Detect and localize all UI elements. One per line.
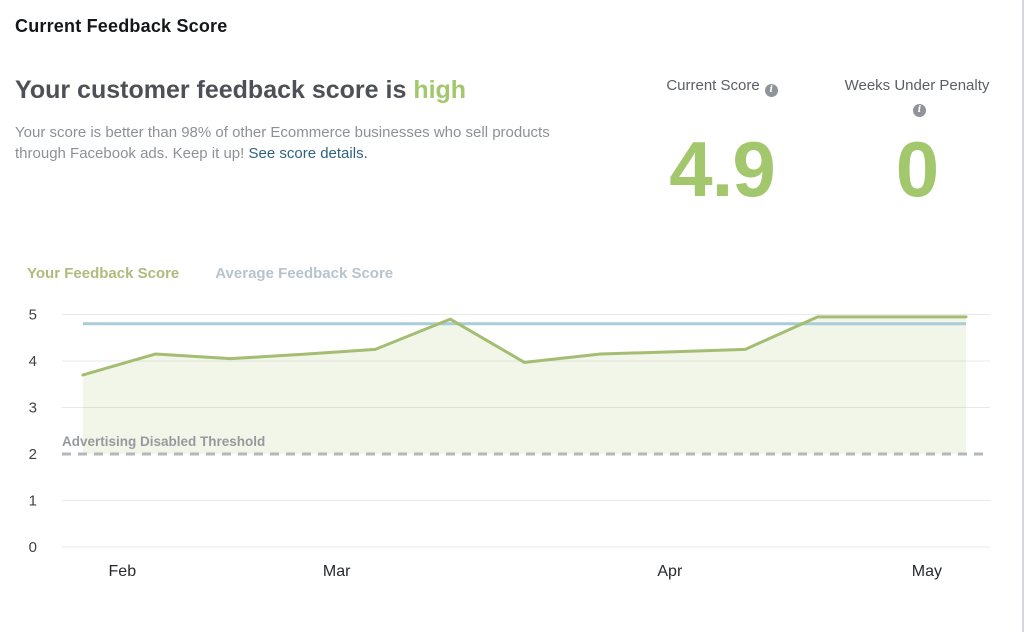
feedback-score-headline: Your customer feedback score is high bbox=[15, 76, 466, 105]
your-score-area bbox=[83, 316, 966, 454]
summary-text: Your score is better than 98% of other E… bbox=[15, 124, 550, 162]
y-tick-label: 4 bbox=[29, 353, 37, 370]
chart-legend: Your Feedback Score Average Feedback Sco… bbox=[27, 265, 393, 282]
x-tick-label: May bbox=[912, 563, 942, 580]
weeks-under-penalty-stat: Weeks Under Penalty i 0 bbox=[837, 76, 997, 208]
y-tick-label: 0 bbox=[29, 539, 37, 556]
current-score-stat: Current Score i 4.9 bbox=[634, 76, 810, 208]
headline-prefix: Your customer feedback score is bbox=[15, 76, 414, 104]
threshold-label: Advertising Disabled Threshold bbox=[62, 434, 265, 449]
current-score-label-text: Current Score bbox=[666, 77, 760, 94]
legend-average-feedback-score[interactable]: Average Feedback Score bbox=[215, 265, 394, 282]
score-status-high: high bbox=[413, 76, 467, 104]
weeks-under-penalty-value: 0 bbox=[895, 125, 939, 213]
x-tick-label: Mar bbox=[323, 563, 351, 580]
legend-your-feedback-score[interactable]: Your Feedback Score bbox=[27, 265, 180, 282]
y-tick-label: 5 bbox=[29, 307, 37, 324]
current-score-value: 4.9 bbox=[669, 125, 775, 213]
weeks-under-penalty-label: Weeks Under Penalty i bbox=[837, 76, 997, 122]
page-title: Current Feedback Score bbox=[15, 16, 228, 36]
y-tick-label: 1 bbox=[29, 493, 37, 510]
info-icon[interactable]: i bbox=[764, 84, 778, 97]
y-tick-label: 2 bbox=[29, 446, 37, 463]
weeks-under-penalty-label-text: Weeks Under Penalty bbox=[844, 77, 990, 94]
score-summary-text: Your score is better than 98% of other E… bbox=[15, 122, 585, 164]
y-tick-label: 3 bbox=[29, 400, 37, 417]
feedback-score-chart: 5 4 3 2 1 0 Advertising Disabled Threshold Feb M… bbox=[29, 307, 990, 580]
see-score-details-link[interactable]: See score details. bbox=[248, 145, 368, 162]
x-tick-label: Feb bbox=[109, 563, 137, 580]
info-icon[interactable]: i bbox=[913, 104, 926, 117]
your-score-line bbox=[81, 315, 968, 377]
current-score-label: Current Score i bbox=[634, 76, 810, 122]
x-tick-label: Apr bbox=[657, 563, 683, 580]
panel-right-border bbox=[1022, 0, 1024, 632]
